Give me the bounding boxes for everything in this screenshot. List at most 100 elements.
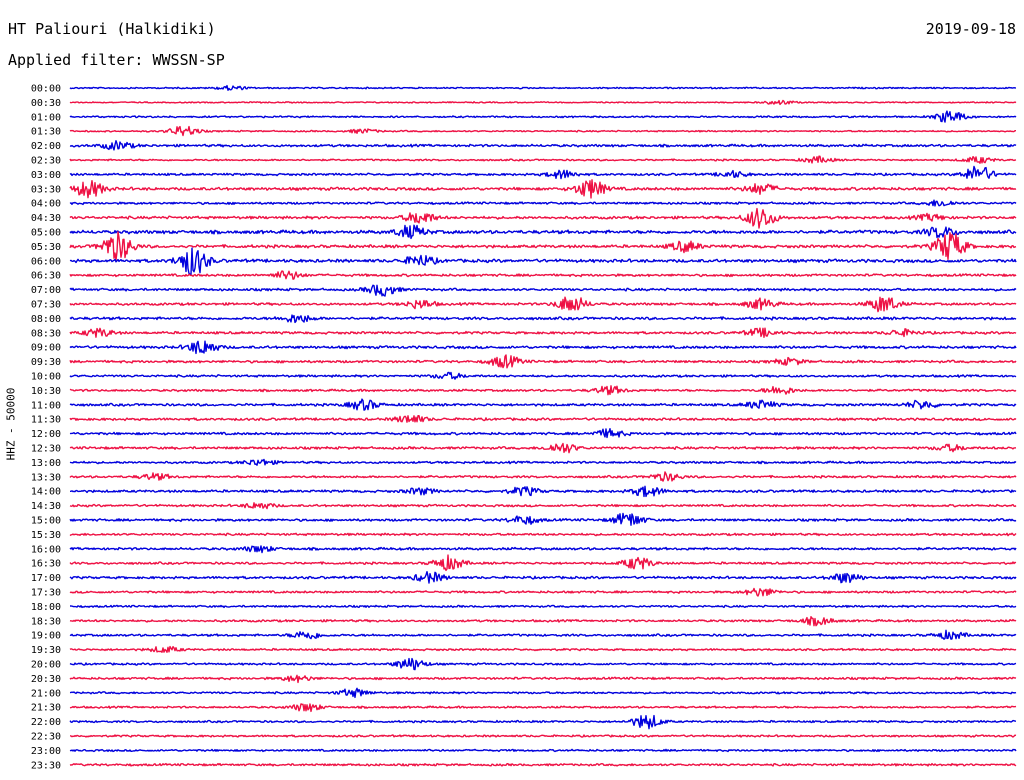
- row-time-label: 12:00: [31, 429, 61, 440]
- trace-row: [69, 645, 1017, 653]
- trace-row: [69, 428, 1017, 439]
- row-time-label: 15:00: [31, 516, 61, 527]
- trace-row: [69, 179, 1017, 199]
- row-time-label: 06:30: [31, 271, 61, 282]
- trace-row: [69, 458, 1017, 466]
- trace-row: [69, 587, 1017, 597]
- trace-row: [69, 687, 1017, 699]
- trace-row: [69, 247, 1017, 276]
- row-time-label: 23:30: [31, 760, 61, 771]
- filter-name: WWSSN-SP: [152, 51, 225, 69]
- trace-row: [69, 471, 1017, 482]
- row-time-label: 22:30: [31, 732, 61, 743]
- row-time-label: 22:00: [31, 717, 61, 728]
- row-time-label: 05:00: [31, 228, 61, 239]
- trace-row: [69, 512, 1017, 526]
- row-time-label: 10:00: [31, 372, 61, 383]
- row-time-label: 19:30: [31, 645, 61, 656]
- trace-row: [69, 734, 1017, 738]
- row-time-label: 11:30: [31, 415, 61, 426]
- row-time-label: 09:30: [31, 357, 61, 368]
- row-time-label: 17:00: [31, 573, 61, 584]
- trace-row: [69, 703, 1017, 713]
- row-time-label: 02:30: [31, 156, 61, 167]
- row-time-label: 08:30: [31, 328, 61, 339]
- row-time-label: 11:00: [31, 400, 61, 411]
- row-time-label: 00:30: [31, 98, 61, 109]
- trace-row: [69, 110, 1017, 123]
- trace-row: [69, 284, 1017, 297]
- trace-row: [69, 385, 1017, 396]
- trace-row: [69, 714, 1017, 730]
- trace-row: [69, 442, 1017, 454]
- row-time-label: 13:00: [31, 458, 61, 469]
- trace-row: [69, 371, 1017, 380]
- row-time-label: 12:30: [31, 444, 61, 455]
- row-time-label: 03:00: [31, 170, 61, 181]
- filter-line: Applied filter: WWSSN-SP: [8, 51, 225, 69]
- row-time-label: 08:00: [31, 314, 61, 325]
- row-time-label: 03:30: [31, 184, 61, 195]
- trace-row: [69, 532, 1017, 537]
- trace-row: [69, 207, 1017, 229]
- filter-prefix: Applied filter:: [8, 51, 144, 69]
- trace-row: [69, 140, 1017, 151]
- row-time-label: 15:30: [31, 530, 61, 541]
- row-time-label: 13:30: [31, 472, 61, 483]
- row-time-label: 07:00: [31, 285, 61, 296]
- row-time-label: 19:00: [31, 631, 61, 642]
- row-time-label: 04:30: [31, 213, 61, 224]
- station-title: HT Paliouri (Halkidiki): [8, 20, 216, 38]
- row-time-label: 06:00: [31, 256, 61, 267]
- row-time-label: 23:00: [31, 746, 61, 757]
- row-time-label: 16:30: [31, 559, 61, 570]
- trace-row: [69, 414, 1017, 423]
- row-time-label: 16:00: [31, 544, 61, 555]
- row-time-label: 20:00: [31, 660, 61, 671]
- row-time-label: 02:00: [31, 141, 61, 152]
- trace-row: [69, 125, 1017, 137]
- row-time-label: 17:30: [31, 588, 61, 599]
- trace-row: [69, 340, 1017, 355]
- row-time-label: 20:30: [31, 674, 61, 685]
- trace-row: [69, 84, 1017, 91]
- trace-row: [69, 224, 1017, 240]
- row-time-label: 01:30: [31, 127, 61, 138]
- row-time-label: 09:00: [31, 343, 61, 354]
- trace-row: [69, 762, 1017, 767]
- trace-row: [69, 165, 1017, 180]
- trace-row: [69, 748, 1017, 753]
- row-time-label: 07:30: [31, 300, 61, 311]
- trace-row: [69, 314, 1017, 324]
- trace-row: [69, 199, 1017, 207]
- plot-date: 2019-09-18: [925, 20, 1016, 38]
- trace-row: [69, 502, 1017, 510]
- trace-row: [69, 629, 1017, 640]
- trace-row: [69, 296, 1017, 313]
- trace-row: [69, 327, 1017, 338]
- row-time-label: 18:00: [31, 602, 61, 613]
- row-time-label: 14:30: [31, 501, 61, 512]
- trace-row: [69, 270, 1017, 280]
- row-time-label: 04:00: [31, 199, 61, 210]
- row-time-label: 10:30: [31, 386, 61, 397]
- trace-row: [69, 545, 1017, 554]
- trace-row: [69, 554, 1017, 572]
- row-time-label: 14:00: [31, 487, 61, 498]
- row-time-label: 21:30: [31, 703, 61, 714]
- trace-row: [69, 657, 1017, 671]
- trace-row: [69, 485, 1017, 498]
- row-time-label: 05:30: [31, 242, 61, 253]
- trace-row: [69, 99, 1017, 106]
- row-time-label: 21:00: [31, 688, 61, 699]
- trace-row: [69, 231, 1017, 261]
- row-time-label: 18:30: [31, 616, 61, 627]
- row-time-label: 01:00: [31, 112, 61, 123]
- row-time-label: 00:00: [31, 84, 61, 95]
- trace-row: [69, 354, 1017, 369]
- trace-row: [69, 398, 1017, 411]
- trace-row: [69, 674, 1017, 684]
- trace-row: [69, 616, 1017, 627]
- trace-row: [69, 570, 1017, 584]
